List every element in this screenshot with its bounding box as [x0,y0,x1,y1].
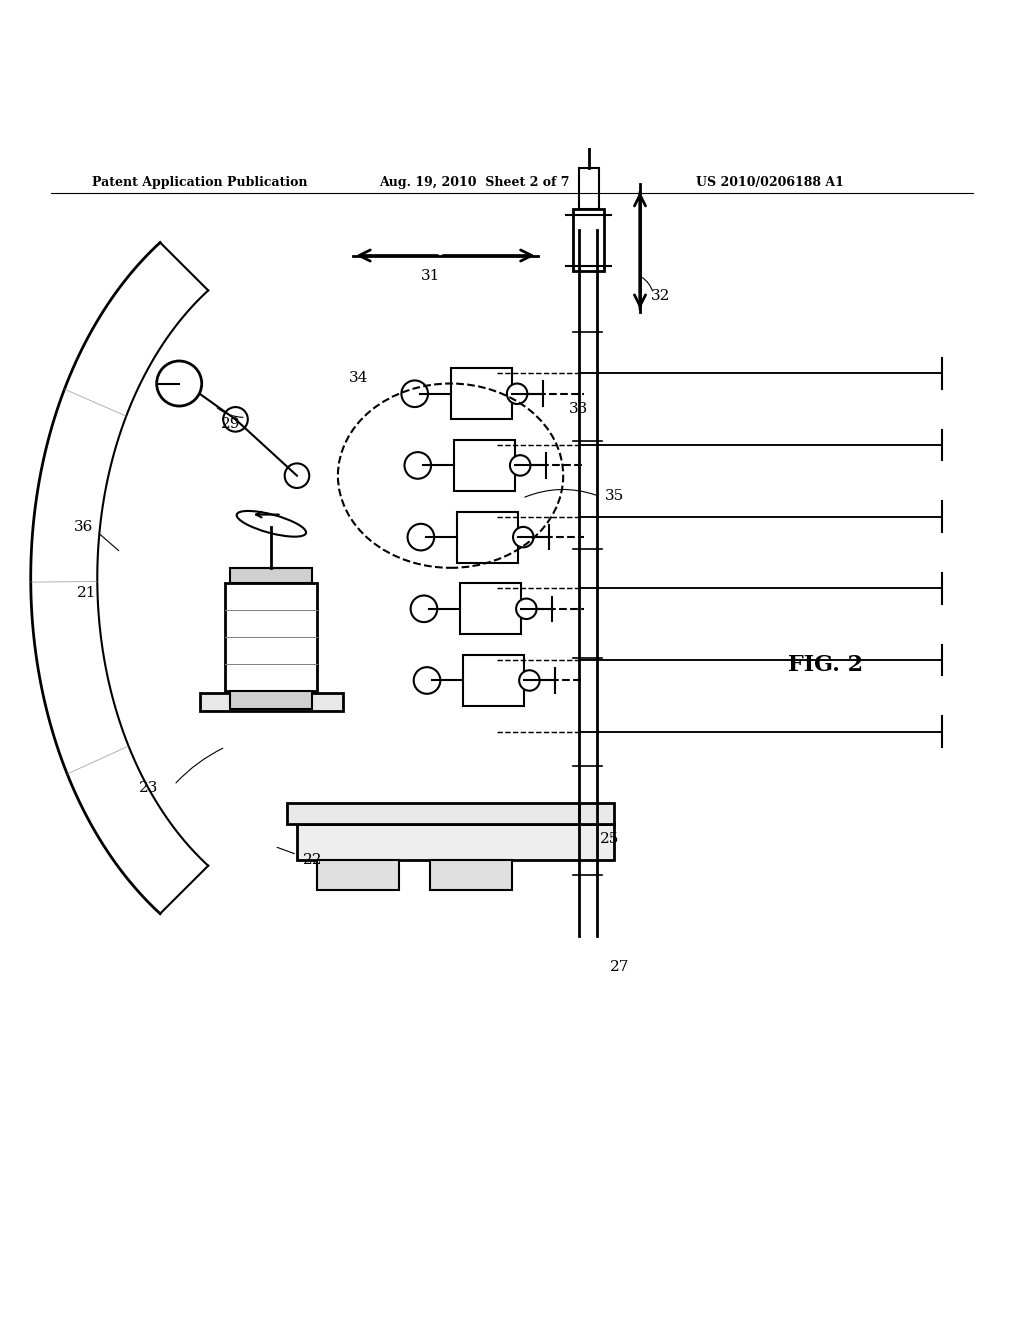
Bar [200,693,343,711]
Circle shape [507,384,527,404]
Text: Patent Application Publication: Patent Application Publication [92,177,307,189]
Bar [454,440,515,491]
Text: 34: 34 [349,371,368,385]
Text: 31: 31 [421,269,439,282]
Text: 21: 21 [77,586,97,601]
Bar [230,568,312,583]
Bar [463,655,524,706]
Circle shape [157,360,202,407]
Text: 23: 23 [139,781,158,795]
Bar [430,859,512,891]
Text: Aug. 19, 2010  Sheet 2 of 7: Aug. 19, 2010 Sheet 2 of 7 [379,177,569,189]
Text: 29: 29 [220,417,241,432]
Bar [225,583,317,690]
Circle shape [516,598,537,619]
Text: US 2010/0206188 A1: US 2010/0206188 A1 [696,177,844,189]
Bar [317,859,399,891]
Bar [297,824,614,859]
Bar [573,210,604,271]
Text: 33: 33 [569,403,588,416]
Text: 36: 36 [75,520,93,533]
Bar [460,583,521,635]
Circle shape [513,527,534,548]
Text: 22: 22 [302,853,323,867]
Bar [457,512,518,562]
Text: 25: 25 [600,832,618,846]
Bar [451,368,512,420]
Text: 27: 27 [610,960,629,974]
Circle shape [285,463,309,488]
Text: FIG. 2: FIG. 2 [788,655,863,676]
Text: 32: 32 [651,289,670,304]
Circle shape [510,455,530,475]
Circle shape [519,671,540,690]
Bar [287,804,614,824]
Circle shape [223,407,248,432]
Bar [230,690,312,709]
Bar [579,169,599,210]
Text: 35: 35 [605,490,624,503]
